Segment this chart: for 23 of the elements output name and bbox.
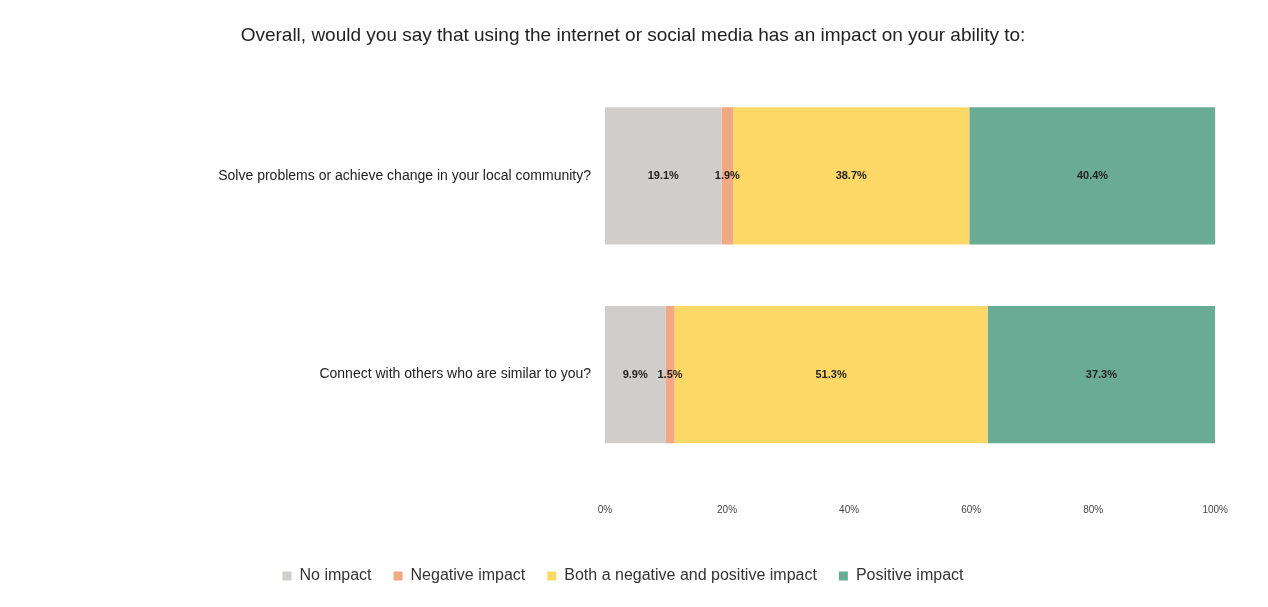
bar: [987, 306, 1216, 444]
bar: [969, 107, 1216, 245]
legend-label: Both a negative and positive impact: [564, 566, 818, 584]
data-label: 1.5%: [657, 367, 683, 380]
y-tick-label: Solve problems or achieve change in your local community?: [218, 166, 592, 183]
legend-label: Negative impact: [410, 566, 526, 584]
data-label: 40.4%: [1076, 168, 1109, 181]
data-label: 19.1%: [647, 168, 680, 181]
y-tick-label: Connect with others who are similar to you?: [319, 365, 592, 382]
x-tick-label: 100%: [1202, 503, 1229, 515]
x-tick-label: 0%: [597, 503, 613, 515]
data-label: 51.3%: [815, 367, 847, 380]
data-label: 9.9%: [622, 367, 648, 380]
data-label: 38.7%: [835, 168, 868, 181]
x-tick-label: 20%: [717, 503, 738, 515]
x-tick-label: 40%: [839, 503, 860, 515]
legend-label: Positive impact: [855, 566, 965, 584]
data-label: 1.9%: [714, 168, 741, 181]
legend-label: No impact: [299, 566, 373, 584]
data-label: 37.3%: [1085, 367, 1118, 380]
chart-title: Overall, would you say that using the internet or social media has an impact on your ability to:: [239, 23, 1027, 47]
x-tick-label: 80%: [1083, 503, 1104, 515]
x-tick-label: 60%: [961, 503, 982, 515]
